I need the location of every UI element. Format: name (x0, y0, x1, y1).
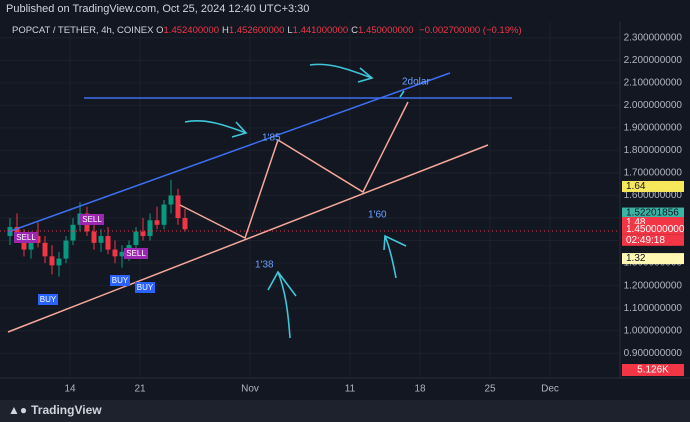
signal-label: BUY (137, 283, 154, 292)
candle-body (105, 236, 111, 250)
brand: ▲● TradingView (8, 403, 102, 417)
y-tick-label: 1.000000000 (624, 325, 683, 336)
candle-body (161, 204, 167, 225)
candle-body (98, 236, 104, 243)
price-tag-box (622, 223, 684, 235)
candle-body (175, 195, 181, 219)
signal-box (135, 282, 155, 293)
signal-label: SELL (126, 249, 146, 258)
arrow-doodle (383, 234, 407, 279)
symbol: POPCAT / TETHER, 4h, COINEX (12, 25, 154, 36)
candle-body (112, 249, 118, 257)
y-tick-label: 2.100000000 (624, 77, 683, 88)
trend-line (7, 72, 451, 233)
signals: SELL SELL SELL BUY BUY BUY (14, 214, 155, 305)
price-tag: 1.52201856 (626, 208, 679, 219)
annotation: 1'38 (255, 260, 274, 271)
price-tag: 1.48 (626, 217, 646, 228)
y-tick-label: 2.200000000 (624, 55, 683, 66)
y-tick-label: 0.900000000 (624, 348, 683, 359)
candle-body (154, 220, 160, 225)
candle-body (133, 231, 139, 246)
candle-body (63, 240, 69, 259)
field-value: 1.450000000 (358, 25, 414, 36)
candle-body (42, 242, 48, 257)
trend-line (7, 144, 489, 333)
ohlc: O1.452400000 H1.452600000 L1.441000000 C1.4… (156, 25, 416, 36)
y-tick-label: 1.100000000 (624, 303, 683, 314)
arrow-doodle (184, 120, 248, 138)
price-tag: 1.32 (626, 253, 646, 264)
time-axis-bg (0, 378, 690, 400)
volume-tag: 5.126K (637, 365, 669, 376)
y-tick-label: 1.700000000 (624, 168, 683, 179)
volume-tag-box (622, 364, 684, 376)
field-key: C (351, 25, 359, 36)
candle-body (182, 218, 188, 230)
candle-body (147, 220, 153, 237)
annotation: 1'85 (262, 133, 281, 144)
signal-box (80, 214, 104, 225)
x-tick-label: 14 (64, 384, 76, 395)
arrow-doodle (267, 270, 297, 339)
price-tag: 1.450000000 (626, 224, 685, 235)
signal-box (110, 275, 130, 286)
candle-body (21, 238, 27, 250)
candle-body (49, 256, 55, 266)
y-tick-label: 2.300000000 (624, 32, 683, 43)
price-tag-box (622, 180, 684, 192)
x-tick-label: Dec (541, 384, 559, 395)
countdown-box (622, 234, 684, 246)
x-tick-label: 25 (484, 384, 496, 395)
y-tick-label: 1.900000000 (624, 123, 683, 134)
signal-label: SELL (82, 215, 102, 224)
signal-label: SELL (16, 233, 36, 242)
countdown: 02:49:18 (626, 235, 665, 246)
field-key: O (156, 25, 164, 36)
annotation: 1'60 (368, 210, 387, 221)
field-key: H (222, 25, 229, 36)
doodles (184, 63, 407, 339)
arrow-doodle (399, 90, 405, 98)
legend: POPCAT / TETHER, 4h, COINEX O1.452400000… (12, 25, 525, 36)
arrow-doodle (309, 63, 374, 83)
x-tick-label: 21 (134, 384, 146, 395)
candle-body (119, 251, 125, 257)
x-tick-label: 18 (414, 384, 426, 395)
signal-box (14, 232, 38, 243)
projection-path (179, 101, 409, 240)
x-tick-label: 11 (345, 384, 356, 395)
published-header: Published on TradingView.com, Oct 25, 20… (6, 3, 310, 15)
field-value: 1.441000000 (292, 25, 349, 36)
candle-body (70, 224, 76, 241)
signal-box (38, 294, 58, 305)
y-tick-label: 1.600000000 (624, 190, 683, 201)
y-tick-label: 1.200000000 (624, 280, 683, 291)
signal-label: BUY (40, 295, 57, 304)
signal-label: BUY (112, 276, 129, 285)
candle-body (91, 231, 97, 243)
candle-body (168, 195, 174, 205)
field-value: 1.452400000 (163, 25, 219, 36)
y-tick-label: 1.800000000 (624, 145, 683, 156)
signal-box (124, 248, 148, 259)
x-tick-label: Nov (241, 384, 259, 395)
candle-body (56, 258, 62, 266)
annotation: 2dolar (402, 77, 430, 88)
price-tag: 1.64 (626, 181, 646, 192)
price-tag-box (622, 207, 684, 219)
change: −0.002700000 (−0.19%) (419, 25, 522, 36)
footer-bg (0, 400, 690, 422)
field-value: 1.452600000 (228, 25, 285, 36)
y-tick-label: 2.000000000 (624, 100, 683, 111)
price-tag-box (622, 217, 684, 229)
field-key: L (287, 25, 293, 36)
logo-icon: ▲● (8, 403, 28, 417)
candle-body (140, 231, 146, 237)
brand-text: TradingView (31, 403, 102, 417)
price-tag-box (622, 253, 684, 265)
